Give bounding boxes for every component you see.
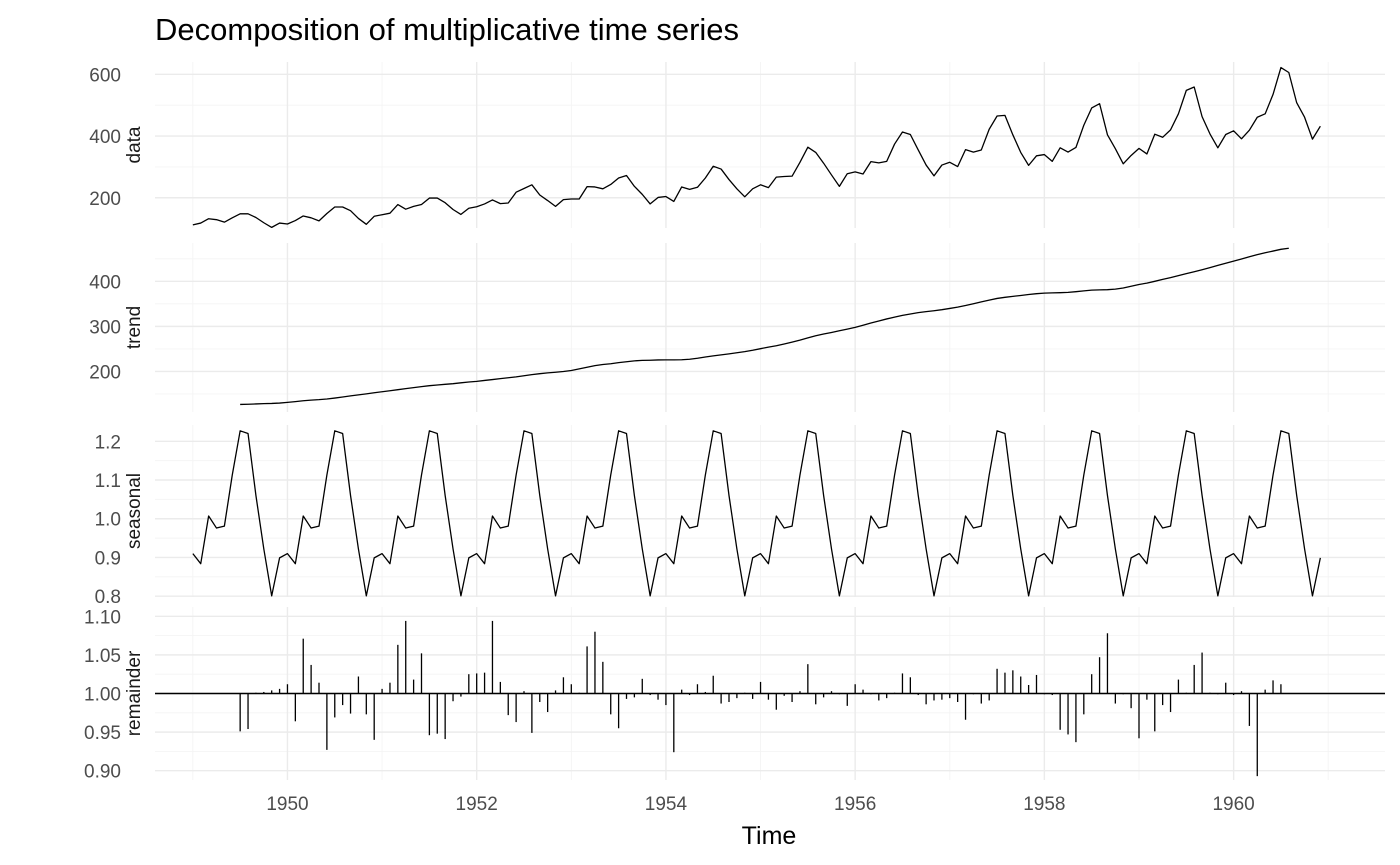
x-tick-label: 1954 xyxy=(645,794,688,815)
y-tick-label: 600 xyxy=(89,65,121,86)
y-tick-label: 1.2 xyxy=(95,432,121,453)
y-tick-label: 0.8 xyxy=(95,587,121,608)
panel-label-remainder: remainder xyxy=(124,650,145,736)
x-tick-label: 1960 xyxy=(1212,794,1254,815)
series-line-data xyxy=(192,66,1321,229)
y-tick-label: 400 xyxy=(89,272,121,293)
y-tick-label: 1.05 xyxy=(84,646,121,667)
y-tick-label: 1.1 xyxy=(95,471,121,492)
y-tick-label: 0.9 xyxy=(95,548,121,569)
y-tick-label: 0.90 xyxy=(84,762,121,783)
x-tick-label: 1950 xyxy=(266,794,308,815)
x-tick-label: 1956 xyxy=(834,794,876,815)
panel-label-seasonal: seasonal xyxy=(124,473,145,549)
y-tick-label: 200 xyxy=(89,189,121,210)
y-tick-label: 1.00 xyxy=(84,685,121,706)
x-tick-label: 1958 xyxy=(1023,794,1065,815)
y-tick-label: 200 xyxy=(89,362,121,383)
x-axis-title: Time xyxy=(742,822,797,850)
series-line-seasonal xyxy=(192,430,1321,597)
panel-label-data: data xyxy=(124,126,145,163)
y-tick-label: 400 xyxy=(89,127,121,148)
chart-title: Decomposition of multiplicative time ser… xyxy=(155,12,739,47)
panel-label-trend: trend xyxy=(124,306,145,349)
y-tick-label: 0.95 xyxy=(84,723,121,744)
y-tick-label: 1.0 xyxy=(95,510,121,531)
panel-remainder: 0.90 0.95 1.00 1.05 1.10 remainder xyxy=(84,607,1385,783)
x-tick-label: 1952 xyxy=(456,794,498,815)
panel-data: 200 400 600 data xyxy=(89,62,1385,229)
x-axis: 1950 1952 1954 1956 1958 1960 xyxy=(266,794,1254,815)
panels-layer: 200400600data200300400trend0.80.91.01.11… xyxy=(84,62,1385,783)
y-tick-label: 1.10 xyxy=(84,607,121,628)
series-line-trend xyxy=(240,247,1289,406)
y-tick-label: 300 xyxy=(89,317,121,338)
